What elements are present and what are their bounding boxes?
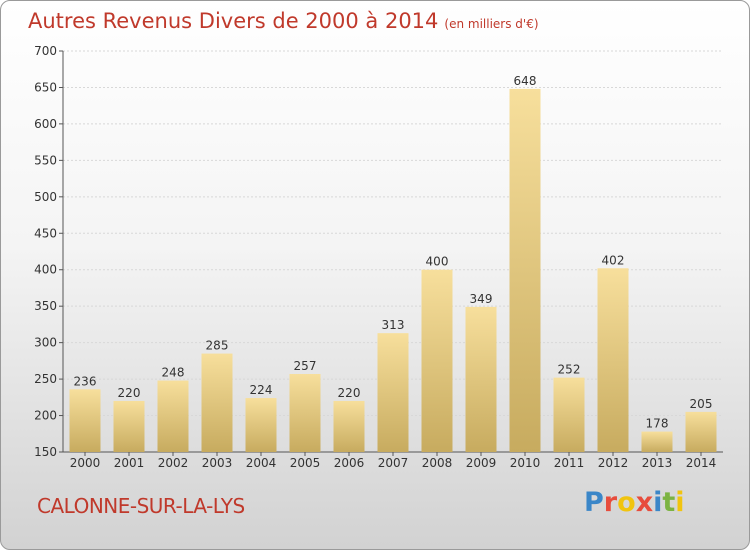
x-tick-label-2008: 2008 xyxy=(422,456,453,470)
y-tick-label: 550 xyxy=(34,153,57,167)
data-label-2001: 220 xyxy=(118,386,141,400)
labels: 150 200 250 300 350 400 450 500 550 600 650 700 236 2… xyxy=(34,44,716,470)
logo-letter: o xyxy=(617,487,636,518)
data-label-2006: 220 xyxy=(338,386,361,400)
data-label-2007: 313 xyxy=(382,318,405,332)
data-label-2014: 205 xyxy=(690,397,713,411)
y-tick-label: 300 xyxy=(34,336,57,350)
data-label-2005: 257 xyxy=(294,359,317,373)
bar-2006 xyxy=(333,400,365,452)
bar-2004 xyxy=(245,398,277,452)
data-label-2002: 248 xyxy=(162,366,185,380)
proxiti-logo[interactable]: Proxiti xyxy=(584,487,685,518)
logo-letter: x xyxy=(635,487,654,518)
y-tick-label: 250 xyxy=(34,372,57,386)
chart-subtitle: (en milliers d'€) xyxy=(444,17,539,31)
y-tick-label: 350 xyxy=(34,299,57,313)
y-tick-label: 650 xyxy=(34,80,57,94)
logo-letter: P xyxy=(584,487,604,518)
x-tick-label-2005: 2005 xyxy=(290,456,321,470)
x-tick-label-2006: 2006 xyxy=(334,456,365,470)
x-tick-label-2003: 2003 xyxy=(202,456,233,470)
bar-2001 xyxy=(113,400,145,452)
x-tick-label-2012: 2012 xyxy=(598,456,629,470)
x-tick-label-2001: 2001 xyxy=(114,456,145,470)
bar-2005 xyxy=(289,373,321,452)
x-tick-label-2010: 2010 xyxy=(510,456,541,470)
x-tick-label-2004: 2004 xyxy=(246,456,277,470)
chart-title-text: Autres Revenus Divers de 2000 à 2014 xyxy=(28,9,439,33)
bars xyxy=(69,88,717,453)
logo-letter: r xyxy=(603,487,618,518)
bar-2013 xyxy=(641,431,673,452)
bar-2010 xyxy=(509,88,541,453)
y-tick-label: 150 xyxy=(34,445,57,459)
x-tick-label-2000: 2000 xyxy=(70,456,101,470)
data-label-2004: 224 xyxy=(250,383,273,397)
data-label-2010: 648 xyxy=(514,74,537,88)
data-label-2011: 252 xyxy=(558,363,581,377)
x-tick-label-2009: 2009 xyxy=(466,456,497,470)
logo-letter: i xyxy=(653,487,663,518)
logo-letter: i xyxy=(675,487,685,518)
bar-2014 xyxy=(685,411,717,452)
data-label-2008: 400 xyxy=(426,255,449,269)
x-tick-label-2011: 2011 xyxy=(554,456,585,470)
bar-2008 xyxy=(421,269,453,452)
y-tick-label: 200 xyxy=(34,409,57,423)
x-tick-label-2014: 2014 xyxy=(686,456,717,470)
data-label-2000: 236 xyxy=(74,374,97,388)
x-tick-label-2002: 2002 xyxy=(158,456,189,470)
bar-2007 xyxy=(377,333,409,452)
logo-letter: t xyxy=(662,487,676,518)
y-tick-label: 500 xyxy=(34,190,57,204)
data-label-2012: 402 xyxy=(602,253,625,267)
bar-2011 xyxy=(553,377,585,452)
data-label-2009: 349 xyxy=(470,292,493,306)
bar-2003 xyxy=(201,353,233,452)
city-name: CALONNE-SUR-LA-LYS xyxy=(37,494,245,518)
y-tick-label: 600 xyxy=(34,117,57,131)
bar-2009 xyxy=(465,306,497,452)
data-label-2013: 178 xyxy=(646,417,669,431)
bar-2002 xyxy=(157,380,189,452)
chart-title: Autres Revenus Divers de 2000 à 2014 (en … xyxy=(28,9,539,33)
x-tick-label-2007: 2007 xyxy=(378,456,409,470)
y-tick-label: 400 xyxy=(34,263,57,277)
y-tick-label: 700 xyxy=(34,44,57,58)
bar-2012 xyxy=(597,268,629,452)
y-tick-label: 450 xyxy=(34,226,57,240)
bar-2000 xyxy=(69,389,101,452)
x-tick-label-2013: 2013 xyxy=(642,456,673,470)
data-label-2003: 285 xyxy=(206,339,229,353)
